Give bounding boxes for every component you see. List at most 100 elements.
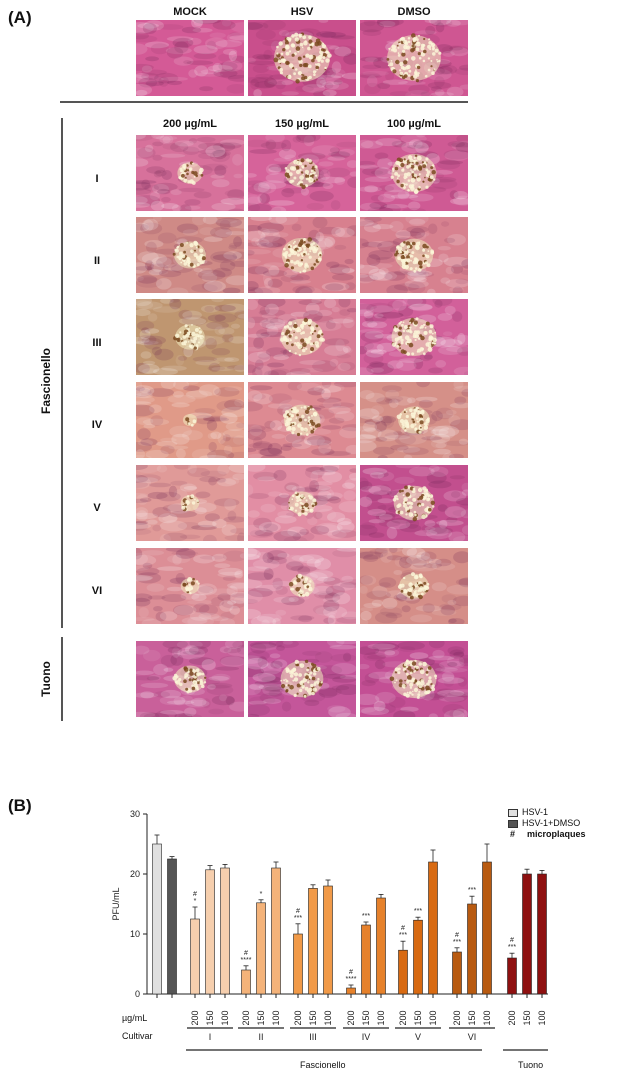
bar-group3-100 [323, 885, 333, 995]
bar-group2-200 [241, 969, 251, 995]
micrograph-row5-100 [360, 465, 468, 541]
conc-label: 150 [256, 1010, 266, 1025]
header-mock: MOCK [173, 6, 207, 18]
bar-group7-200 [507, 957, 517, 995]
panel-b-label: (B) [8, 796, 32, 815]
header-divider [60, 101, 468, 103]
cultivar-label: V [415, 1032, 421, 1042]
conc-label: 150 [361, 1010, 371, 1025]
micrograph-mock [136, 20, 244, 96]
conc-label: 150 [413, 1010, 423, 1025]
conc-label: 150 [522, 1010, 532, 1025]
legend-hash-symbol: # [510, 829, 516, 839]
cultivar-label: VI [468, 1032, 477, 1042]
header-150: 150 µg/mL [274, 118, 330, 130]
legend-hsv1: HSV-1 [522, 807, 549, 817]
panel-a-label: (A) [8, 8, 32, 27]
significance-mark: # [193, 891, 197, 898]
bar-hsv1 [152, 843, 162, 995]
y-tick-label: 20 [130, 869, 140, 879]
significance-mark: * [260, 891, 263, 898]
micrograph-row4-150 [248, 382, 356, 458]
cultivar-label: I [209, 1032, 212, 1042]
micrograph-row4-100 [360, 382, 468, 458]
legend-swatch-hsv1 [508, 809, 518, 817]
micrograph-row1-200 [136, 135, 244, 211]
y-tick-label: 0 [135, 989, 140, 999]
tuono-bracket [61, 637, 63, 721]
legend-microplaques: microplaques [527, 829, 586, 839]
cultivar-label: II [258, 1032, 263, 1042]
conc-label: 100 [323, 1010, 333, 1025]
micrograph-row2-100 [360, 217, 468, 293]
bar-group1-200 [190, 918, 200, 995]
conc-label: 200 [190, 1010, 200, 1025]
significance-mark: # [510, 937, 514, 944]
row-label-vi: VI [91, 585, 103, 597]
micrograph-tuono-200 [136, 641, 244, 717]
micrograph-row3-200 [136, 299, 244, 375]
significance-mark: **** [346, 976, 357, 983]
micrograph-row6-100 [360, 548, 468, 624]
significance-mark: # [296, 908, 300, 915]
micrograph-dmso [360, 20, 468, 96]
significance-mark: # [349, 969, 353, 976]
header-hsv: HSV [290, 6, 314, 18]
bar-group5-100 [428, 861, 438, 995]
conc-label: 200 [293, 1010, 303, 1025]
bar-group6-200 [452, 951, 462, 995]
bar-group2-100 [271, 867, 281, 995]
fascionello-bracket [61, 118, 63, 628]
micrograph-row1-150 [248, 135, 356, 211]
conc-label: 200 [346, 1010, 356, 1025]
cultivar-row-label: Cultivar [122, 1031, 153, 1041]
y-axis-title: PFU/mL [111, 887, 121, 920]
micrograph-row5-150 [248, 465, 356, 541]
micrograph-tuono-100 [360, 641, 468, 717]
row-label-v: V [93, 502, 101, 514]
row-label-i: I [95, 173, 99, 185]
cultivar-label: IV [362, 1032, 371, 1042]
conc-label: 100 [271, 1010, 281, 1025]
significance-mark: *** [508, 944, 516, 951]
y-tick-label: 10 [130, 929, 140, 939]
row-label-ii: II [93, 255, 101, 267]
significance-mark: *** [453, 939, 461, 946]
micrograph-hsv [248, 20, 356, 96]
conc-label: 100 [537, 1010, 547, 1025]
micrograph-row1-100 [360, 135, 468, 211]
row-label-iii: III [92, 337, 102, 349]
header-100: 100 µg/mL [386, 118, 442, 130]
conc-label: 100 [482, 1010, 492, 1025]
conc-label: 200 [398, 1010, 408, 1025]
row-label-iv: IV [91, 419, 103, 431]
bar-group5-200 [398, 949, 408, 995]
bar-group2-150 [256, 902, 266, 995]
fascionello-axis-label: Fascionello [300, 1060, 346, 1070]
micrograph-row5-200 [136, 465, 244, 541]
conc-label: 200 [241, 1010, 251, 1025]
micrograph-row6-200 [136, 548, 244, 624]
significance-mark: *** [362, 913, 370, 920]
micrograph-tuono-150 [248, 641, 356, 717]
conc-label: 150 [308, 1010, 318, 1025]
significance-mark: # [244, 950, 248, 957]
cultivar-label: III [309, 1032, 317, 1042]
significance-mark: *** [468, 887, 476, 894]
bar-group3-200 [293, 933, 303, 995]
conc-label: 150 [205, 1010, 215, 1025]
y-tick-label: 30 [130, 809, 140, 819]
legend-swatch-hsv1-dmso [508, 820, 518, 828]
conc-row-label: µg/mL [122, 1013, 148, 1023]
bar-group7-150 [522, 873, 532, 995]
bar-hsv1-dmso [167, 858, 177, 995]
bar-group1-100 [220, 867, 230, 995]
micrograph-row3-150 [248, 299, 356, 375]
significance-mark: # [401, 925, 405, 932]
micrograph-row6-150 [248, 548, 356, 624]
bar-group6-150 [467, 903, 477, 995]
header-dmso: DMSO [397, 6, 431, 18]
legend-hsv1-dmso: HSV-1+DMSO [522, 818, 581, 828]
bar-group4-100 [376, 897, 386, 995]
bar-group3-150 [308, 888, 318, 995]
